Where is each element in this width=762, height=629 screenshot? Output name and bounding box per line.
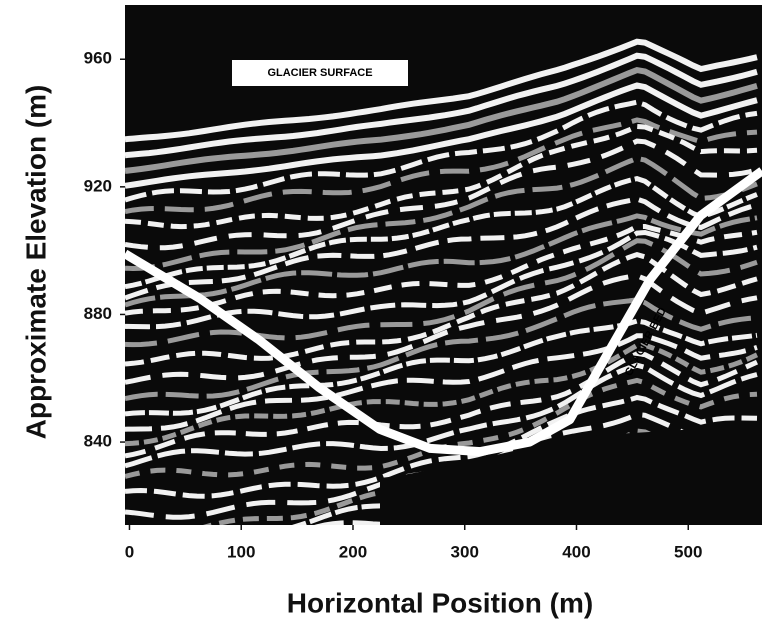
x-tick-label: 300 <box>451 542 479 561</box>
radar-stripe <box>125 394 758 499</box>
radar-stripe <box>125 67 758 174</box>
y-tick-label: 960 <box>84 49 112 68</box>
radar-stripe <box>125 223 758 316</box>
y-tick-label: 880 <box>84 304 112 323</box>
x-tick-label: 100 <box>227 542 255 561</box>
radar-stripe <box>125 213 758 308</box>
radar-stripe <box>125 123 758 230</box>
radar-stripe <box>125 333 758 432</box>
radar-stripe <box>125 52 758 159</box>
x-tick-label: 200 <box>339 542 367 561</box>
y-tick-label: 920 <box>84 176 112 195</box>
radar-stripe <box>125 362 758 469</box>
radar-stripe <box>125 229 758 330</box>
plot-marks <box>125 167 762 457</box>
y-axis-title: Approximate Elevation (m) <box>20 85 51 440</box>
x-tick-label: 500 <box>674 542 702 561</box>
radar-stripe <box>125 155 758 272</box>
radar-stripe <box>125 318 758 417</box>
radar-stripe <box>125 176 758 290</box>
x-tick-label: 0 <box>125 542 134 561</box>
radar-stripe <box>125 196 758 301</box>
y-tick-label: 840 <box>84 432 112 451</box>
radar-stripe <box>125 297 758 402</box>
labels: 0 100 200 300 400 500 840 880 920 960 <box>84 49 703 562</box>
radar-stripe <box>125 99 758 203</box>
radar-stripe <box>125 117 758 215</box>
radar-stripe <box>125 238 758 348</box>
x-axis-title: Horizontal Position (m) <box>287 587 593 618</box>
radar-stripe <box>125 82 758 189</box>
radar-stripe <box>125 138 758 251</box>
bed-line <box>125 167 762 457</box>
x-tick-label: 400 <box>562 542 590 561</box>
radar-stripe <box>125 351 759 459</box>
annotation: GLACIER SURFACE <box>267 67 372 79</box>
dark-region <box>380 425 762 525</box>
radar-stripe <box>125 251 758 367</box>
radar-stripe <box>125 342 759 447</box>
radar-stripe <box>125 411 758 520</box>
radar-stripe <box>125 38 758 143</box>
annotation-box <box>232 60 408 86</box>
radar-texture <box>125 38 762 525</box>
